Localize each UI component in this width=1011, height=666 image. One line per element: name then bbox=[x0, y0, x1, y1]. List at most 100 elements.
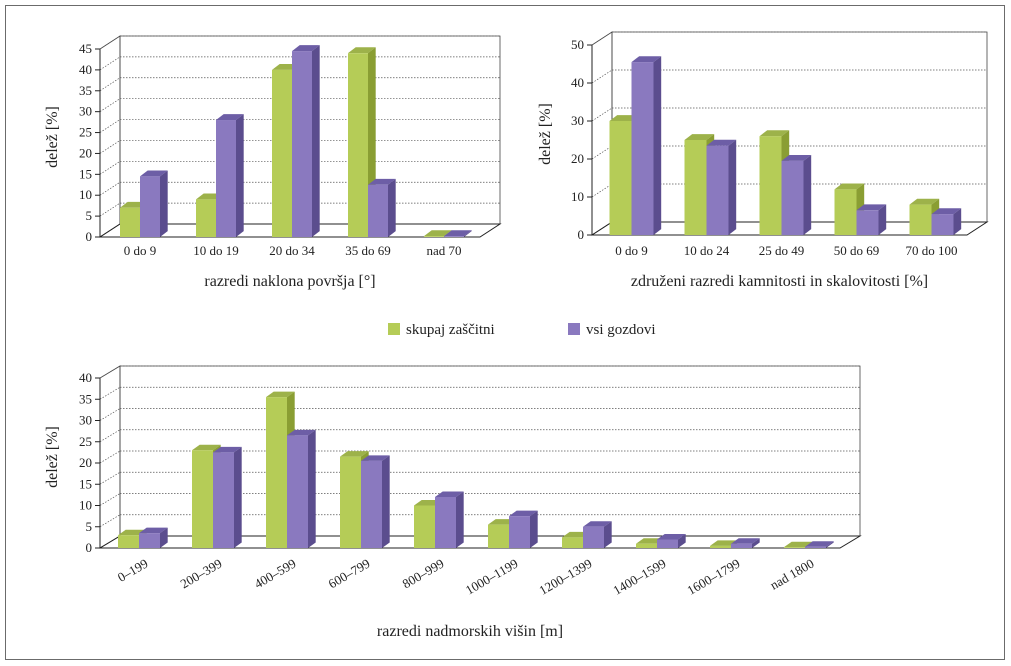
bar-vsi-4-front bbox=[435, 497, 456, 548]
bar-vsi-9 bbox=[805, 541, 834, 548]
legend-swatch-skupaj bbox=[388, 323, 400, 335]
x-tick-label: 0–199 bbox=[115, 556, 151, 585]
bar-vsi-1-side bbox=[234, 446, 242, 548]
y-tick-label: 40 bbox=[79, 370, 92, 385]
gridline-side bbox=[99, 450, 121, 464]
bar-skupaj-2-top bbox=[266, 391, 295, 398]
bar-skupaj-1-front bbox=[192, 450, 213, 548]
bar-vsi-2-front bbox=[781, 160, 804, 235]
bar-skupaj-0-front bbox=[118, 535, 139, 548]
gridline-side bbox=[591, 69, 613, 84]
gridline-side bbox=[591, 183, 613, 198]
bar-vsi-1 bbox=[213, 446, 242, 548]
gridline-side bbox=[99, 181, 121, 196]
bar-vsi-4-side bbox=[456, 491, 464, 548]
bar-skupaj-2-front bbox=[759, 136, 782, 235]
y-tick-label: 10 bbox=[571, 189, 584, 204]
bar-vsi-5-top bbox=[509, 510, 538, 517]
x-tick-label: 10 do 24 bbox=[684, 243, 730, 258]
chart-altitude: 0 5 10 15 20 25 30 35 40 0–199 200–399 400–599 600–7… bbox=[44, 365, 862, 640]
bar-vsi-2-top bbox=[781, 154, 812, 161]
gridline-side bbox=[99, 386, 121, 400]
x-tick-label: 50 do 69 bbox=[834, 243, 880, 258]
bar-skupaj-4-front bbox=[424, 236, 444, 237]
bar-skupaj-9-front bbox=[784, 547, 805, 548]
x-tick-label: 70 do 100 bbox=[906, 243, 958, 258]
bar-vsi-3 bbox=[361, 455, 390, 548]
bar-skupaj-2-top bbox=[759, 130, 790, 137]
bar-vsi-3 bbox=[856, 204, 887, 235]
figure-frame bbox=[5, 5, 1005, 660]
x-axis-label: razredi nadmorskih višin [m] bbox=[377, 623, 563, 640]
bar-skupaj-0-front bbox=[609, 121, 632, 235]
x-tick-label: 0 do 9 bbox=[615, 243, 648, 258]
y-tick-label: 0 bbox=[86, 229, 93, 244]
bar-vsi-4 bbox=[435, 491, 464, 548]
legend-label-vsi: vsi gozdovi bbox=[586, 322, 656, 338]
bar-vsi-2-side bbox=[803, 154, 812, 235]
bar-vsi-1-side bbox=[728, 139, 737, 235]
y-tick-label: 50 bbox=[571, 37, 584, 52]
bar-vsi-2-side bbox=[312, 45, 320, 238]
x-axis-label: razredi naklona površja [°] bbox=[204, 273, 375, 290]
bar-skupaj-3-front bbox=[348, 53, 368, 237]
y-tick-label: 15 bbox=[79, 476, 92, 491]
gridline-side bbox=[99, 202, 121, 217]
bar-vsi-2 bbox=[292, 45, 320, 238]
gridline-side bbox=[99, 471, 121, 485]
legend-label-skupaj: skupaj zaščitni bbox=[406, 322, 495, 338]
bar-vsi-6 bbox=[583, 521, 612, 548]
bar-vsi-3-front bbox=[361, 460, 382, 548]
y-tick-label: 35 bbox=[79, 391, 92, 406]
y-tick-label: 10 bbox=[79, 498, 92, 513]
x-tick-label: 1600–1799 bbox=[684, 556, 742, 598]
bar-vsi-0-side bbox=[160, 170, 168, 237]
x-tick-label: 1200–1399 bbox=[536, 556, 594, 598]
bar-vsi-0 bbox=[631, 56, 662, 235]
bar-vsi-2-top bbox=[287, 429, 316, 436]
x-tick-label: 400–599 bbox=[252, 556, 299, 592]
bar-vsi-0 bbox=[139, 527, 168, 548]
y-tick-label: 0 bbox=[86, 540, 93, 555]
legend-swatch-vsi bbox=[568, 323, 580, 335]
bar-vsi-2-side bbox=[308, 429, 316, 548]
bar-vsi-4 bbox=[931, 208, 962, 235]
y-tick-label: 40 bbox=[571, 75, 584, 90]
x-tick-label: 200–399 bbox=[178, 556, 225, 592]
bar-skupaj-4-top bbox=[424, 230, 452, 237]
bar-skupaj-6-front bbox=[562, 537, 583, 548]
bar-skupaj-3-front bbox=[340, 456, 361, 548]
x-tick-label: 35 do 69 bbox=[345, 243, 391, 258]
bar-vsi-4-front bbox=[444, 236, 464, 237]
bar-vsi-7 bbox=[657, 534, 686, 548]
bar-skupaj-4-front bbox=[414, 505, 435, 548]
bar-vsi-4-side bbox=[464, 230, 472, 237]
x-axis-label: združeni razredi kamnitosti in skalovito… bbox=[631, 273, 928, 290]
bar-vsi-1-top bbox=[216, 114, 244, 121]
bar-vsi-4-top bbox=[444, 230, 472, 237]
gridline-side bbox=[99, 140, 121, 154]
y-tick-label: 20 bbox=[79, 455, 92, 470]
bar-vsi-3-top bbox=[856, 204, 887, 211]
y-tick-label: 10 bbox=[79, 187, 92, 202]
bar-vsi-5-front bbox=[509, 516, 530, 548]
x-tick-label: 20 do 34 bbox=[269, 243, 315, 258]
bar-skupaj-2-front bbox=[272, 69, 292, 237]
bar-vsi-4 bbox=[444, 230, 472, 237]
bar-vsi-0-top bbox=[631, 56, 662, 63]
bar-skupaj-3-top bbox=[340, 451, 369, 457]
bar-skupaj-1-front bbox=[684, 140, 707, 235]
bar-vsi-6-side bbox=[604, 521, 612, 548]
bar-vsi-0-top bbox=[140, 170, 168, 177]
x-tick-label: 10 do 19 bbox=[193, 243, 239, 258]
bar-vsi-0-front bbox=[139, 533, 160, 548]
y-axis-label: delež [%] bbox=[44, 426, 61, 488]
gridline-side bbox=[591, 31, 613, 46]
bar-vsi-3-top bbox=[361, 455, 390, 461]
bar-skupaj-1-front bbox=[196, 199, 216, 237]
bar-vsi-6-front bbox=[583, 526, 604, 548]
bar-vsi-0-front bbox=[140, 176, 160, 237]
gridline-side bbox=[591, 145, 613, 160]
chart-rockiness: 0 10 20 30 40 50 0 do 9 10 do 24 25 do 49 50 do 6… bbox=[537, 31, 989, 290]
